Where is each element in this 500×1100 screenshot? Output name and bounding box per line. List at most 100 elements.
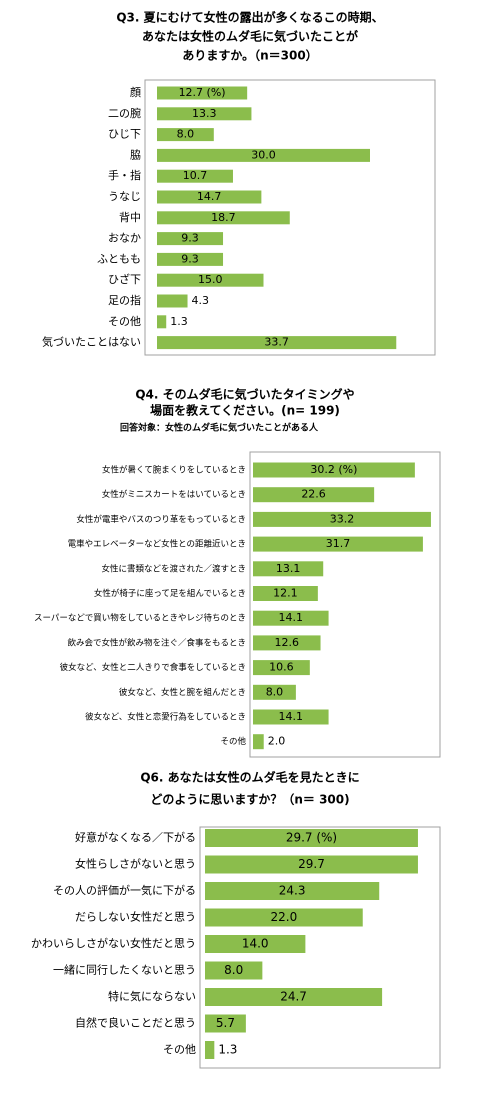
- category-label: 足の指: [108, 293, 141, 307]
- value-label: 8.0: [224, 963, 243, 977]
- value-label: 22.0: [271, 910, 298, 924]
- bar: [253, 511, 431, 527]
- category-label: 女性に書類などを渡された／渡すとき: [101, 563, 246, 574]
- category-label: その他: [220, 736, 246, 747]
- bar: [253, 487, 375, 503]
- bar: [253, 660, 310, 676]
- category-label: その他: [108, 315, 141, 328]
- value-label: 12.6: [275, 636, 300, 649]
- chart-subtitle: 回答対象：女性のムダ毛に気づいたことがある人: [120, 422, 319, 434]
- category-label: 女性が電車やバスのつり革をもっているとき: [76, 514, 246, 525]
- bar: [157, 232, 224, 246]
- bar: [157, 211, 290, 225]
- category-label: かわいらしさがない女性だと思う: [31, 936, 196, 950]
- bar: [253, 734, 264, 750]
- value-label: 9.3: [181, 232, 199, 245]
- value-label: 9.3: [181, 252, 199, 265]
- category-label: 二の腕: [108, 106, 141, 120]
- value-label: 8.0: [177, 128, 195, 141]
- category-label: 脇: [130, 148, 141, 161]
- value-label: 1.3: [218, 1043, 237, 1057]
- category-label: 特に気にならない: [108, 989, 196, 1003]
- category-label: 彼女など、女性と二人きりで食事をしているとき: [60, 662, 246, 673]
- bar: [157, 86, 248, 100]
- value-label: 18.7: [211, 211, 236, 224]
- bar: [157, 252, 224, 266]
- bar: [205, 961, 263, 980]
- bar: [253, 709, 329, 725]
- bar: [253, 561, 324, 577]
- bar: [253, 684, 296, 700]
- bar: [157, 169, 233, 183]
- value-label: 14.1: [279, 611, 304, 624]
- bar: [205, 829, 418, 847]
- chart-title: ありますか。（n＝300）: [182, 48, 317, 63]
- bar: [157, 107, 252, 121]
- plot-frame: [199, 826, 441, 1069]
- category-label: おなか: [108, 232, 141, 245]
- bar: [157, 128, 214, 142]
- category-label: 彼女など、女性と恋愛行為をしているとき: [85, 712, 246, 723]
- category-label: その他: [163, 1043, 196, 1056]
- bar: [205, 1041, 215, 1059]
- value-label: 5.7: [216, 1016, 235, 1030]
- bar: [157, 148, 370, 162]
- category-label: 気づいたことはない: [42, 335, 141, 349]
- category-label: 顔: [130, 85, 141, 99]
- category-label: スーパーなどで買い物をしているときやレジ待ちのとき: [34, 613, 246, 624]
- value-label: 24.3: [279, 884, 306, 898]
- category-label: 女性が暑くて腕まくりをしているとき: [102, 465, 246, 476]
- chart-title: あなたは女性のムダ毛に気づいたことが: [142, 29, 358, 44]
- value-label: 4.3: [192, 294, 210, 307]
- value-label: 33.2: [330, 512, 355, 525]
- value-label: 12.1: [273, 587, 298, 600]
- bar: [157, 294, 188, 308]
- category-label: 彼女など、女性と腕を組んだとき: [119, 687, 246, 698]
- bar: [205, 882, 380, 900]
- value-label: 13.3: [192, 107, 217, 120]
- value-label: 33.7: [264, 336, 289, 349]
- bar: [205, 988, 383, 1006]
- value-label: 31.7: [326, 537, 351, 550]
- chart-title: Q4. そのムダ毛に気づいたタイミングや: [135, 387, 354, 402]
- bar: [205, 908, 363, 927]
- category-label: 飲み会で女性が飲み物を注ぐ／食事をもるとき: [67, 637, 246, 648]
- bar: [157, 273, 264, 287]
- category-label: 手・指: [108, 168, 141, 182]
- bar: [253, 462, 415, 478]
- category-label: 女性らしさがないと思う: [75, 857, 196, 871]
- bar: [253, 586, 318, 601]
- bar: [205, 935, 306, 953]
- category-label: ひざ下: [108, 272, 141, 286]
- value-label: 10.7: [183, 169, 208, 182]
- value-label: 13.1: [276, 562, 301, 575]
- value-label: 10.6: [269, 661, 294, 674]
- value-label: 15.0: [198, 273, 223, 286]
- category-label: 電車やエレベーターなど女性との距離近いとき: [68, 539, 246, 550]
- value-label: 22.6: [301, 488, 326, 501]
- category-label: 自然で良いことだと思う: [75, 1016, 196, 1030]
- value-label: 1.3: [170, 315, 188, 328]
- chart-title: どのように思いますか？（n＝ 300): [150, 792, 349, 807]
- category-label: その人の評価が一気に下がる: [53, 883, 196, 897]
- value-label: 12.7 (%): [179, 86, 226, 99]
- bar: [253, 610, 329, 626]
- bar: [253, 536, 423, 552]
- category-label: 背中: [119, 210, 141, 224]
- value-label: 30.2 (%): [310, 463, 357, 476]
- bar: [205, 855, 418, 874]
- chart-title: Q3. 夏にむけて女性の露出が多くなるこの時期、: [116, 10, 383, 25]
- value-label: 8.0: [266, 685, 284, 698]
- value-label: 29.7: [298, 857, 325, 871]
- value-label: 30.0: [251, 148, 276, 161]
- category-label: ひじ下: [108, 128, 141, 141]
- chart-title: 場面を教えてください。(n= 199): [150, 403, 340, 418]
- bar: [157, 336, 397, 350]
- plot-frame: [144, 79, 436, 356]
- bar: [157, 315, 167, 329]
- category-label: 一緒に同行したくないと思う: [53, 963, 196, 977]
- value-label: 29.7 (%): [286, 831, 337, 845]
- category-label: だらしない女性だと思う: [75, 910, 196, 924]
- bar: [253, 635, 321, 651]
